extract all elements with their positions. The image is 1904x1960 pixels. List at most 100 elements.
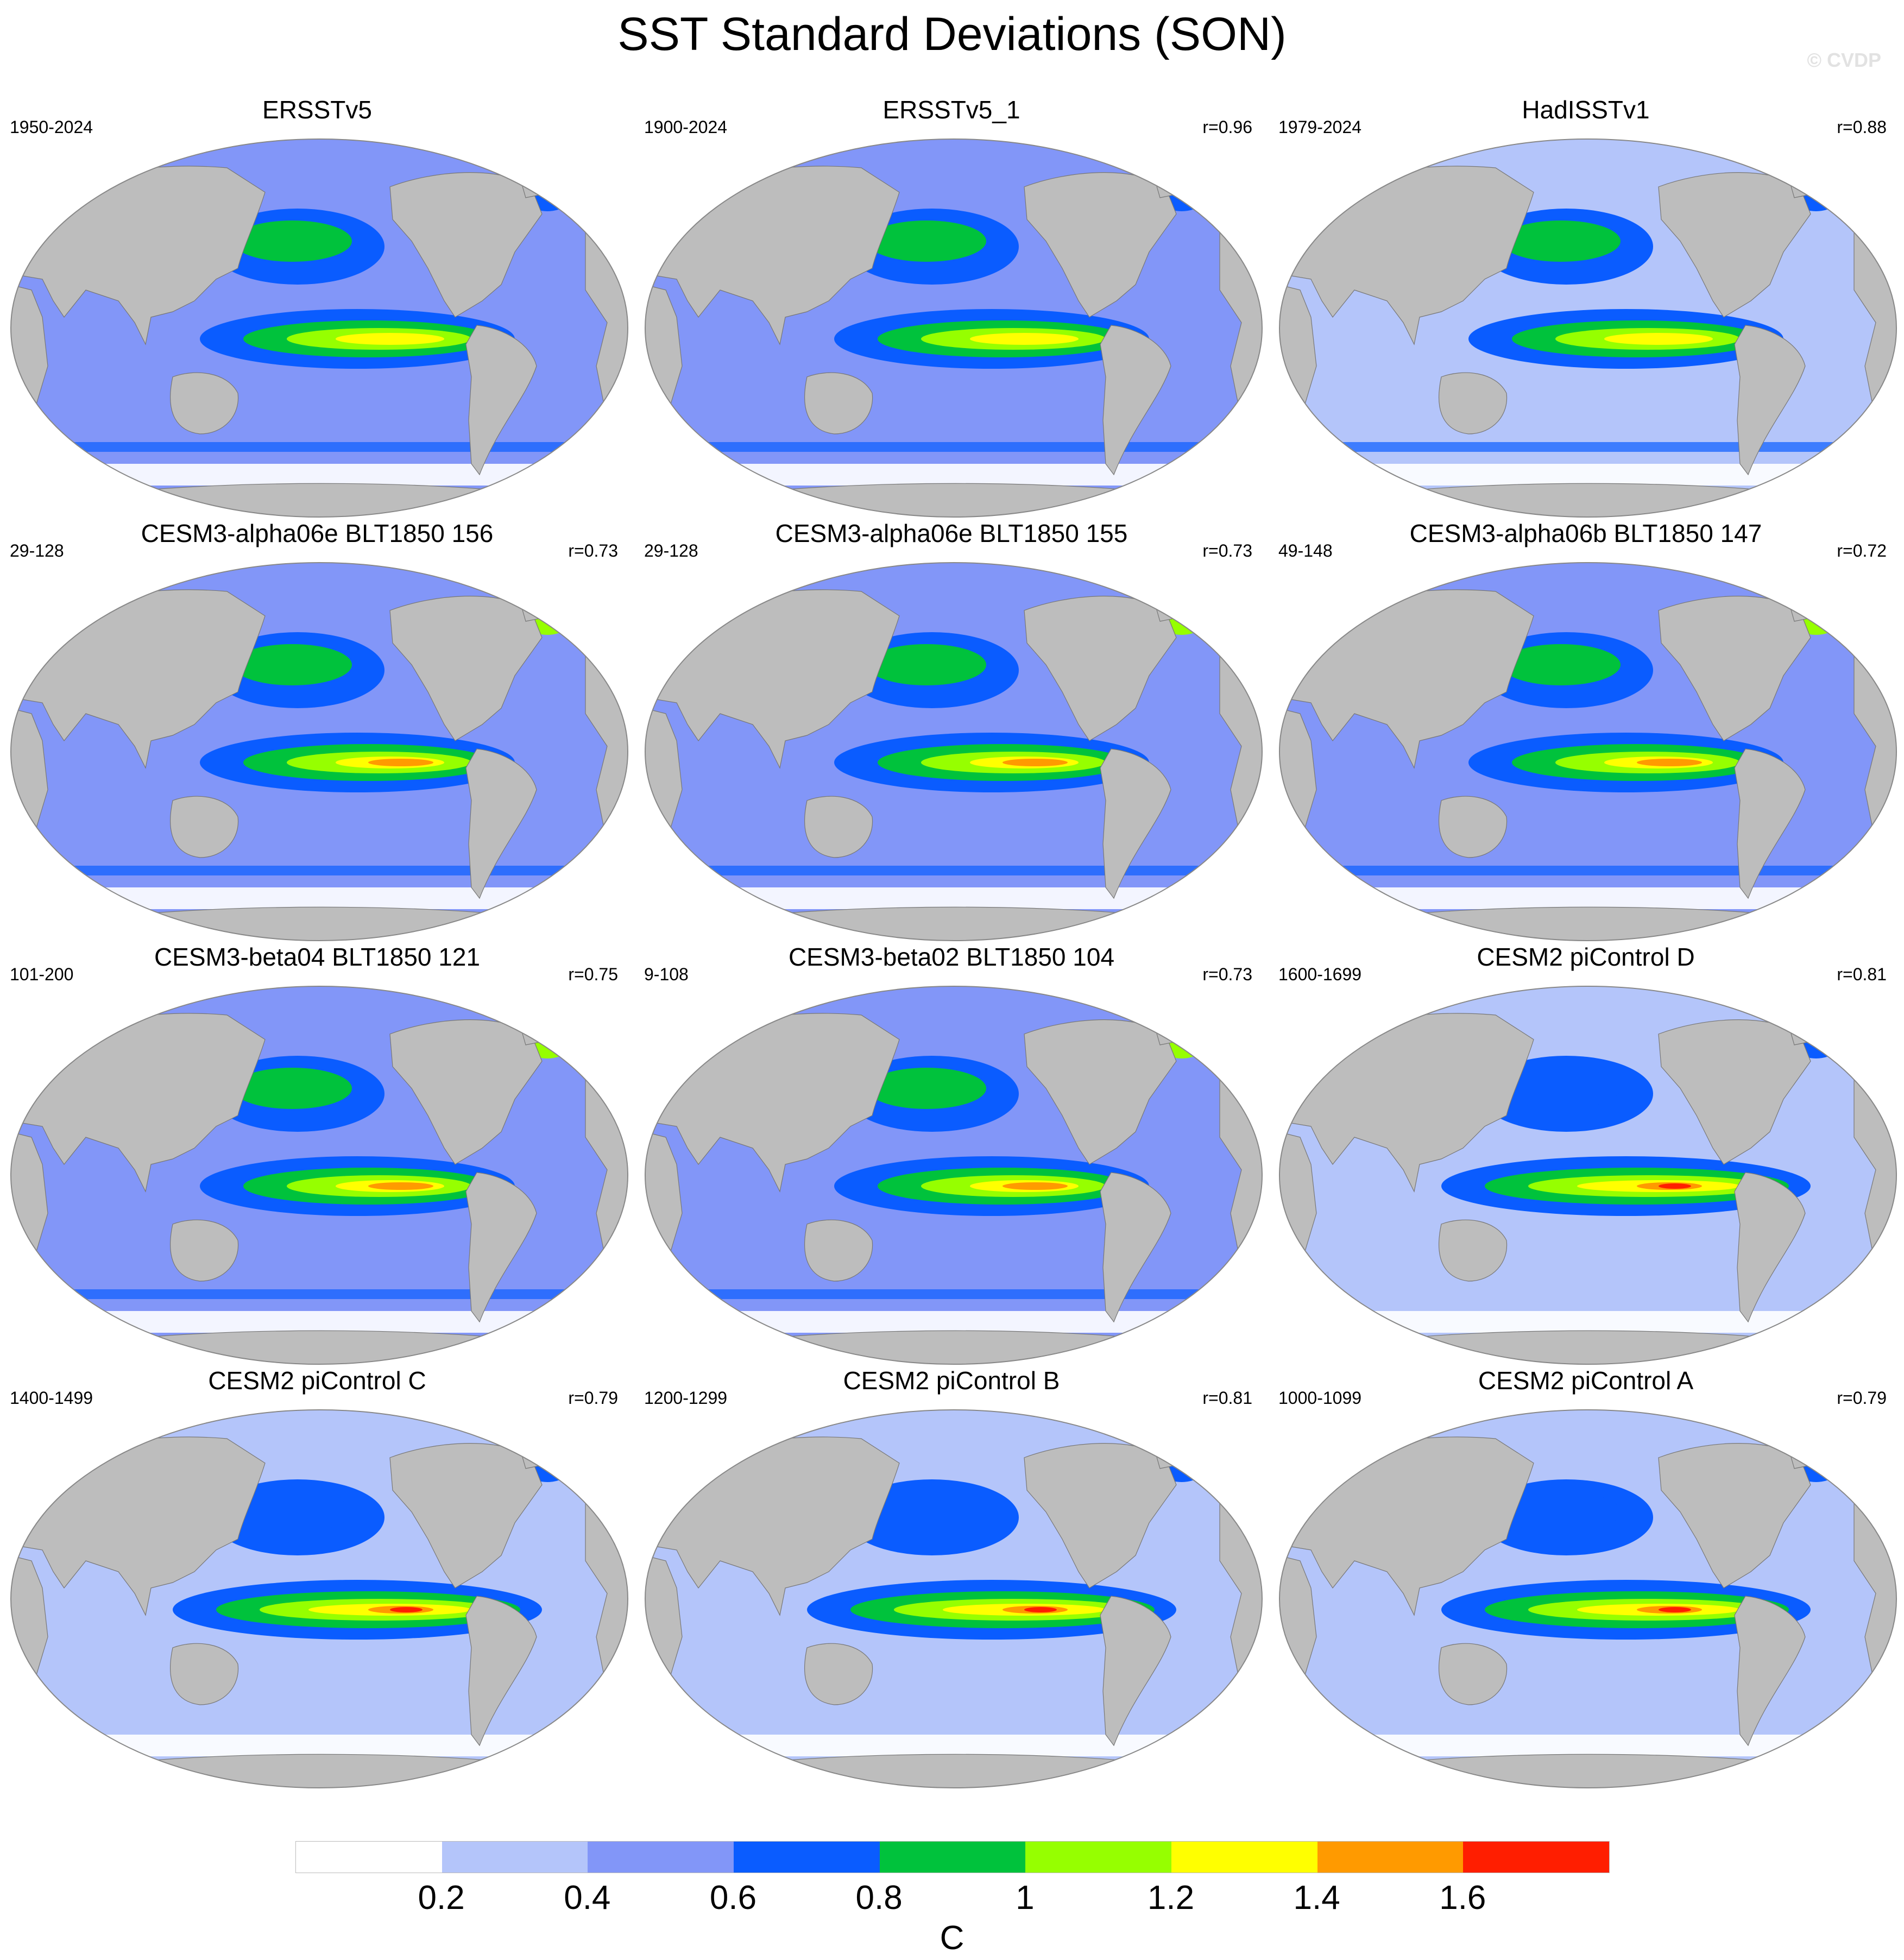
sea-ice-band xyxy=(11,887,628,909)
colorbar-swatch xyxy=(442,1842,588,1873)
map-outline xyxy=(1279,986,1897,1365)
sst-map xyxy=(10,1409,628,1788)
panel-correlation: r=0.73 xyxy=(568,541,618,560)
panel-title: ERSSTv5_1 xyxy=(882,96,1020,124)
map-outline xyxy=(10,1409,628,1788)
colorbar xyxy=(295,1841,1610,1873)
panel-years: 9-108 xyxy=(644,965,689,984)
panel-years: 1900-2024 xyxy=(644,117,728,137)
land-mass xyxy=(1734,325,1806,476)
enso-peak xyxy=(1637,759,1702,766)
circumpolar-band xyxy=(53,866,585,875)
panel-correlation: r=0.79 xyxy=(568,1388,618,1408)
panel-title: CESM2 piControl A xyxy=(1478,1366,1694,1395)
sea-ice-band xyxy=(645,464,1262,486)
land-mass xyxy=(465,1172,537,1323)
colorbar-units: C xyxy=(940,1919,964,1957)
panel-years: 1000-1099 xyxy=(1278,1388,1362,1408)
land-mass xyxy=(465,1596,537,1747)
circumpolar-band xyxy=(688,442,1220,452)
north-pacific-core xyxy=(867,644,986,685)
map-panel: CESM2 piControl D 1600-1699 r=0.81 xyxy=(1269,940,1903,1374)
map-outline xyxy=(645,562,1263,941)
land-mass xyxy=(804,372,873,434)
map-panel: CESM2 piControl C 1400-1499 r=0.79 xyxy=(0,1363,634,1798)
enso-band-core xyxy=(336,333,444,345)
land-mass xyxy=(741,906,1167,941)
land-mass xyxy=(170,1643,239,1705)
land-mass xyxy=(1375,483,1801,517)
land-mass xyxy=(170,796,239,858)
panel-correlation: r=0.75 xyxy=(568,965,618,984)
circumpolar-band xyxy=(1322,442,1854,452)
colorbar-swatch xyxy=(1025,1842,1172,1873)
land-mass xyxy=(170,1219,239,1282)
enso-band-core xyxy=(1604,333,1713,345)
map-panel: CESM3-beta04 BLT1850 121 101-200 r=0.75 xyxy=(0,940,634,1374)
map-outline xyxy=(1279,138,1897,518)
panel-correlation: r=0.73 xyxy=(1202,541,1252,560)
panel-title: ERSSTv5 xyxy=(262,96,372,124)
sea-ice-band xyxy=(645,1735,1262,1756)
land-mass xyxy=(465,748,537,899)
panel-correlation: r=0.88 xyxy=(1837,117,1887,137)
colorbar-swatch xyxy=(879,1842,1026,1873)
sea-ice-band xyxy=(645,1311,1262,1333)
land-mass xyxy=(741,1754,1167,1788)
sea-ice-band xyxy=(1279,887,1896,909)
map-panel: CESM2 piControl B 1200-1299 r=0.81 xyxy=(634,1363,1269,1798)
north-pacific-core xyxy=(867,220,986,262)
north-pacific-core xyxy=(1501,220,1621,262)
circumpolar-band xyxy=(53,1289,585,1299)
circumpolar-band xyxy=(688,1289,1220,1299)
panel-correlation: r=0.96 xyxy=(1202,117,1252,137)
colorbar-tick-label: 0.2 xyxy=(418,1879,465,1917)
land-mass xyxy=(465,325,537,476)
circumpolar-band xyxy=(1322,866,1854,875)
colorbar-tick-label: 1.2 xyxy=(1147,1879,1195,1917)
map-panel: ERSSTv5_1 1900-2024 r=0.96 xyxy=(634,92,1269,527)
map-panel: HadISSTv1 1979-2024 r=0.88 xyxy=(1269,92,1903,527)
panel-correlation: r=0.79 xyxy=(1837,1388,1887,1408)
sst-map xyxy=(645,138,1263,518)
land-mass xyxy=(1439,796,1508,858)
circumpolar-band xyxy=(53,442,585,452)
north-pacific-core xyxy=(1501,1068,1621,1109)
north-pacific-core xyxy=(1501,1491,1621,1533)
map-outline xyxy=(1279,1409,1897,1788)
enso-peak xyxy=(1003,759,1068,766)
colorbar-tick-label: 0.8 xyxy=(855,1879,903,1917)
panel-years: 1200-1299 xyxy=(644,1388,728,1408)
sst-map xyxy=(1279,1409,1897,1788)
land-mass xyxy=(804,1643,873,1705)
colorbar-swatch xyxy=(588,1842,734,1873)
sst-map xyxy=(1279,986,1897,1365)
land-mass xyxy=(1439,372,1508,434)
north-pacific-core xyxy=(232,644,352,685)
north-pacific-core xyxy=(232,1068,352,1109)
map-panel: CESM3-beta02 BLT1850 104 9-108 r=0.73 xyxy=(634,940,1269,1374)
panel-title: CESM2 piControl C xyxy=(208,1366,426,1395)
map-panel: CESM2 piControl A 1000-1099 r=0.79 xyxy=(1269,1363,1903,1798)
panel-years: 1600-1699 xyxy=(1278,965,1362,984)
land-mass xyxy=(1375,1330,1801,1364)
panel-years: 1950-2024 xyxy=(10,117,93,137)
colorbar-swatch xyxy=(734,1842,880,1873)
colorbar-tick-label: 1.6 xyxy=(1439,1879,1486,1917)
panel-title: CESM3-alpha06e BLT1850 155 xyxy=(775,519,1128,547)
north-pacific-core xyxy=(1501,644,1621,685)
map-outline xyxy=(10,138,628,518)
sea-ice-band xyxy=(1279,1311,1896,1333)
map-outline xyxy=(645,1409,1263,1788)
colorbar-swatch xyxy=(1463,1842,1610,1873)
map-outline xyxy=(1279,562,1897,941)
enso-max xyxy=(390,1607,423,1612)
panel-correlation: r=0.72 xyxy=(1837,541,1887,560)
sea-ice-band xyxy=(11,1311,628,1333)
land-mass xyxy=(1734,1172,1806,1323)
land-mass xyxy=(1734,1596,1806,1747)
map-outline xyxy=(10,562,628,941)
enso-max xyxy=(1659,1607,1691,1612)
panel-years: 49-148 xyxy=(1278,541,1333,560)
panel-years: 29-128 xyxy=(644,541,698,560)
